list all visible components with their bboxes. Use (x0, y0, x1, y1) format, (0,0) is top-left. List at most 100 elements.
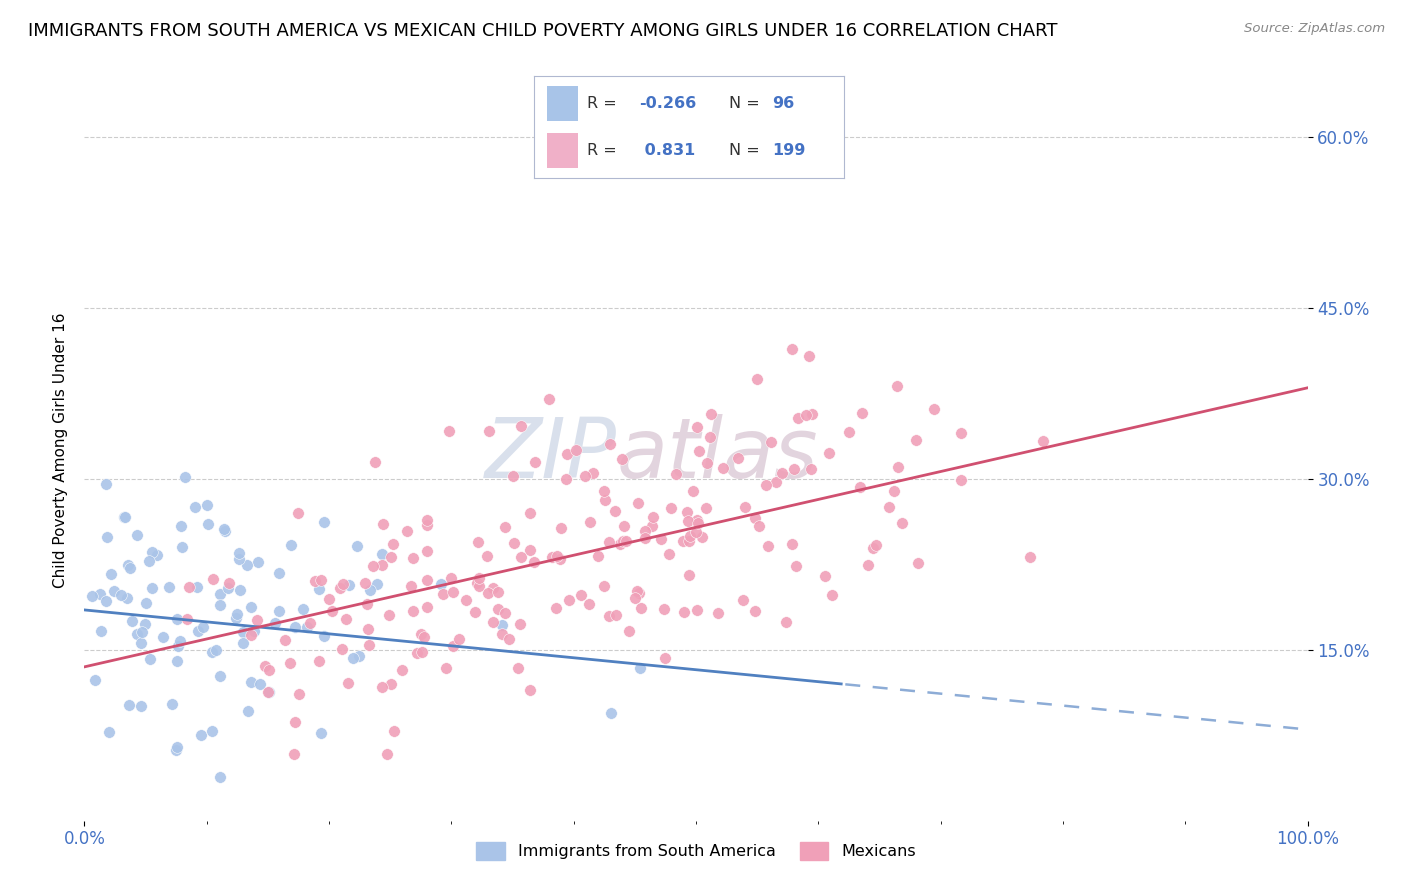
Point (416, 513, 439, 527)
Point (696, 456, 718, 470)
Point (314, 629, 336, 643)
Point (131, 625, 153, 640)
Point (353, 575, 375, 590)
Point (218, 575, 240, 590)
Point (546, 549, 568, 563)
Point (238, 704, 260, 718)
Point (744, 510, 766, 524)
Point (239, 599, 262, 614)
Point (217, 581, 239, 595)
Point (508, 661, 530, 675)
Text: 199: 199 (772, 144, 806, 158)
Point (356, 597, 378, 611)
Point (284, 714, 307, 729)
Point (176, 612, 198, 626)
Point (654, 651, 676, 665)
Point (510, 419, 533, 434)
Point (439, 424, 461, 438)
Point (775, 615, 797, 629)
Point (382, 724, 405, 739)
Point (346, 539, 368, 553)
Point (308, 654, 330, 668)
Point (759, 435, 782, 450)
Point (292, 601, 315, 615)
Point (652, 602, 675, 616)
Point (950, 426, 973, 441)
Point (94, 476, 117, 491)
Point (949, 473, 972, 487)
Point (391, 663, 413, 677)
Point (890, 516, 912, 530)
Point (464, 606, 486, 620)
Point (191, 620, 214, 634)
Point (381, 537, 404, 551)
Point (201, 723, 224, 738)
Point (430, 576, 453, 591)
Point (486, 584, 509, 599)
Point (488, 602, 510, 616)
Point (247, 555, 270, 569)
Text: -0.266: -0.266 (640, 96, 697, 111)
Point (314, 516, 336, 530)
Point (593, 493, 616, 508)
Point (887, 460, 910, 475)
Point (862, 541, 884, 555)
Point (679, 529, 702, 543)
Point (800, 407, 823, 421)
Point (744, 604, 766, 618)
Point (371, 517, 394, 532)
Point (537, 392, 560, 407)
Point (700, 407, 723, 421)
Point (152, 630, 174, 644)
Point (157, 580, 180, 594)
Point (659, 501, 682, 516)
Point (361, 559, 384, 574)
Point (711, 460, 734, 475)
Point (174, 470, 197, 484)
Point (280, 538, 302, 552)
Point (318, 592, 340, 607)
Point (747, 372, 769, 386)
Text: ZIP: ZIP (485, 414, 616, 495)
Point (634, 524, 657, 539)
Point (208, 669, 231, 683)
Point (332, 577, 354, 591)
Point (588, 549, 610, 563)
Point (686, 420, 709, 434)
Legend: Immigrants from South America, Mexicans: Immigrants from South America, Mexicans (468, 834, 924, 868)
Point (582, 467, 605, 481)
Point (821, 588, 844, 602)
Point (623, 591, 645, 605)
Point (139, 652, 162, 666)
Point (849, 480, 872, 494)
Text: 0.831: 0.831 (640, 144, 696, 158)
Point (650, 532, 672, 546)
Point (641, 519, 664, 533)
Text: 96: 96 (772, 96, 794, 111)
Point (770, 466, 793, 480)
Point (195, 499, 218, 513)
Point (814, 568, 837, 582)
Point (502, 468, 524, 483)
Point (627, 586, 650, 600)
Point (688, 443, 710, 458)
Point (380, 677, 402, 691)
Text: atlas: atlas (616, 414, 818, 495)
Point (688, 516, 710, 530)
Point (287, 687, 309, 701)
Point (226, 607, 249, 622)
Point (755, 478, 778, 492)
Point (114, 509, 136, 524)
Point (357, 622, 380, 636)
Point (678, 533, 700, 548)
Point (574, 469, 596, 483)
Point (135, 596, 157, 610)
Point (138, 554, 160, 568)
Point (494, 606, 516, 620)
Point (456, 592, 478, 607)
Y-axis label: Child Poverty Among Girls Under 16: Child Poverty Among Girls Under 16 (52, 313, 67, 588)
Point (335, 612, 357, 626)
Point (467, 579, 489, 593)
Point (103, 584, 125, 599)
Point (96, 530, 118, 544)
